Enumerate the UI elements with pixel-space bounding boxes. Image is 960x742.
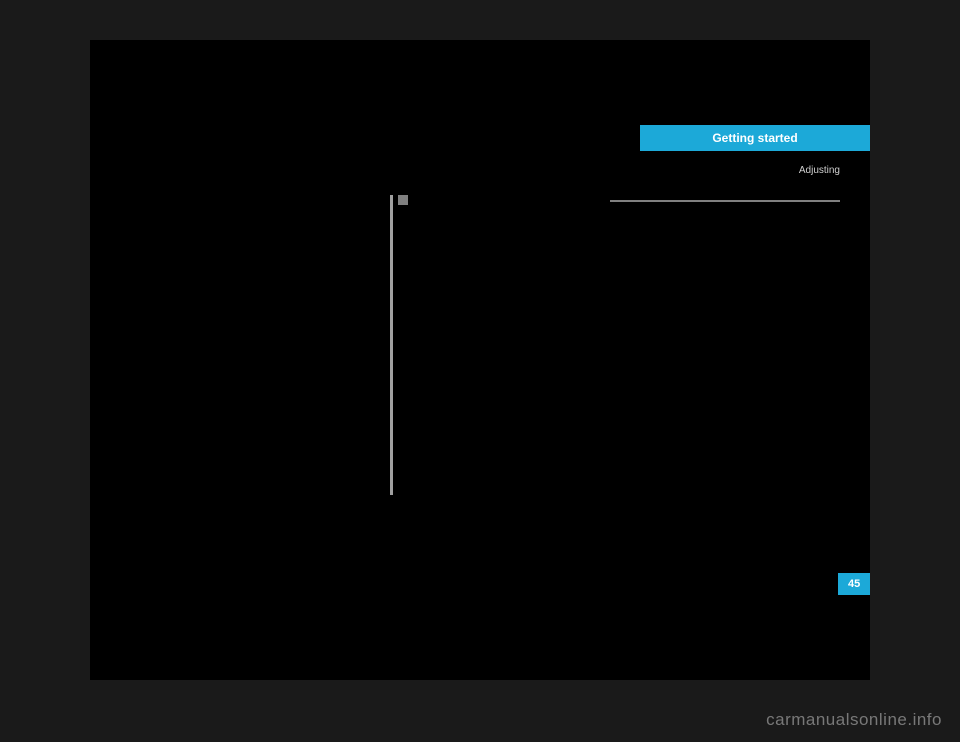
divider-marker: [398, 195, 408, 205]
header-underline: [610, 200, 840, 202]
section-header-label: Getting started: [712, 131, 797, 145]
watermark-text: carmanualsonline.info: [766, 710, 942, 730]
vertical-divider: [390, 195, 393, 495]
section-subtitle: Adjusting: [799, 165, 840, 176]
page-number: 45: [848, 578, 860, 590]
page-number-tab: 45: [838, 573, 870, 595]
page-container: Getting started Adjusting 45: [90, 40, 870, 680]
section-header-tab: Getting started: [640, 125, 870, 151]
